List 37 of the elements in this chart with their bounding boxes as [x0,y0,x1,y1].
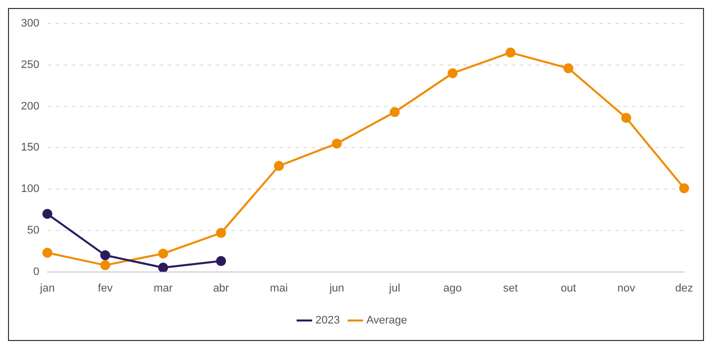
x-tick-label: jul [388,282,400,294]
x-tick-label: mai [270,282,288,294]
x-tick-label: nov [617,282,636,294]
legend-label: 2023 [315,314,340,327]
point [158,262,168,272]
x-tick-label: set [503,282,518,294]
point [679,183,690,194]
y-tick-label: 100 [20,183,40,196]
x-tick-label: jun [328,282,344,294]
y-tick-label: 0 [33,266,40,278]
x-tick-label: ago [443,282,462,294]
x-tick-label: fev [98,282,114,294]
point [100,250,110,260]
legend-label: Average [366,314,408,327]
point [563,63,574,74]
y-tick-label: 150 [20,142,40,154]
x-tick-label: abr [213,282,230,294]
point [390,107,400,118]
point [216,256,226,266]
y-tick-label: 250 [20,59,40,71]
y-tick-label: 50 [27,224,40,236]
point [158,248,168,259]
y-tick-label: 200 [20,100,40,112]
x-tick-label: out [560,282,576,294]
point [42,208,52,219]
point [100,260,110,270]
point [448,68,458,78]
x-tick-label: mar [154,282,173,294]
point [505,48,516,58]
y-tick-label: 300 [20,18,40,30]
point [216,228,226,238]
point [621,112,632,123]
x-tick-label: jan [39,282,55,294]
point [274,160,284,171]
point [42,248,52,258]
point [332,138,342,149]
x-tick-label: dez [675,282,694,294]
